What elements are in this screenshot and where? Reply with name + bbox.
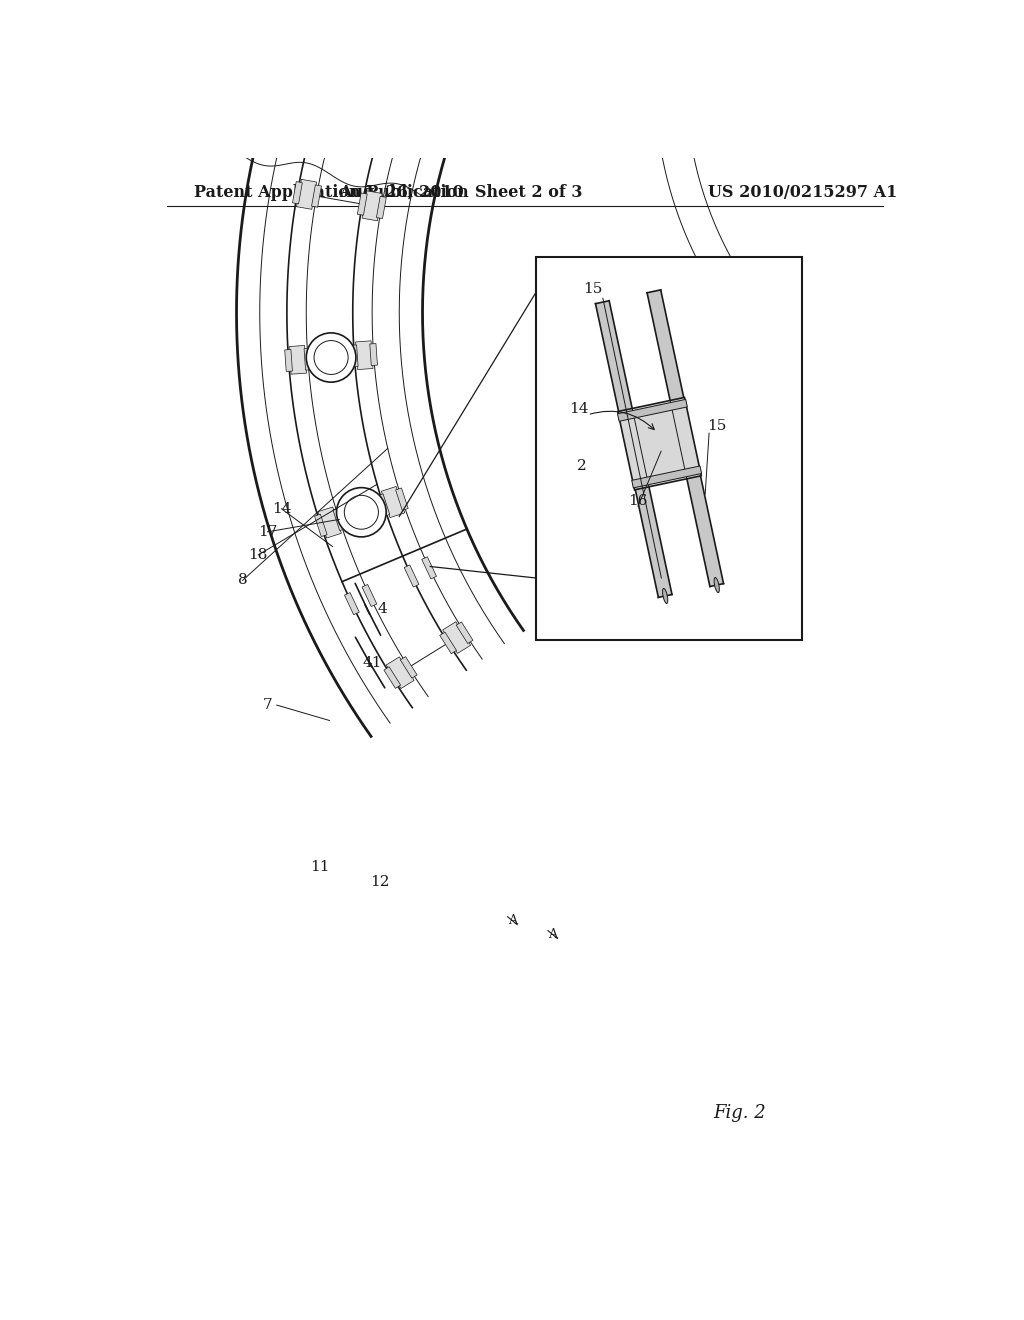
Ellipse shape [714,578,719,593]
Text: US 2010/0215297 A1: US 2010/0215297 A1 [708,183,897,201]
Polygon shape [377,197,386,219]
Ellipse shape [663,589,668,603]
Polygon shape [362,191,382,220]
Polygon shape [395,488,409,511]
Text: 7: 7 [263,698,272,711]
Text: Patent Application Publication: Patent Application Publication [194,183,469,201]
Text: Fig. 2: Fig. 2 [713,1105,766,1122]
Polygon shape [350,345,358,367]
Text: 14: 14 [271,502,291,516]
Text: 8: 8 [238,573,248,587]
Text: 15: 15 [584,282,603,296]
Polygon shape [297,180,316,210]
Polygon shape [285,350,293,371]
Polygon shape [381,487,404,517]
Text: 4: 4 [377,602,387,616]
Text: 16: 16 [628,494,648,508]
Text: 11: 11 [310,859,330,874]
Polygon shape [400,656,417,678]
Polygon shape [442,622,471,653]
Circle shape [306,333,356,383]
Polygon shape [340,21,354,44]
Polygon shape [617,400,687,421]
Polygon shape [456,622,473,643]
Polygon shape [357,193,368,215]
Polygon shape [357,29,372,51]
Polygon shape [596,301,672,598]
Text: 41: 41 [362,656,382,669]
Text: 15: 15 [708,420,727,433]
Polygon shape [632,466,701,488]
Text: 2: 2 [577,459,587,474]
Polygon shape [404,565,419,587]
Circle shape [337,487,386,537]
Text: 18: 18 [249,548,268,562]
Polygon shape [311,185,322,207]
Text: 12: 12 [370,875,389,890]
Text: 14: 14 [569,401,589,416]
Polygon shape [293,182,302,203]
Polygon shape [647,290,724,586]
Polygon shape [537,257,802,640]
Polygon shape [370,343,378,366]
Polygon shape [289,346,306,374]
Polygon shape [386,657,414,689]
Polygon shape [377,494,390,516]
Polygon shape [304,348,311,370]
Polygon shape [333,508,345,531]
Polygon shape [314,515,327,536]
Polygon shape [439,632,457,653]
Text: A: A [508,915,517,927]
Polygon shape [318,507,341,539]
Polygon shape [355,341,373,370]
Polygon shape [343,20,368,51]
Text: 17: 17 [258,525,278,539]
Polygon shape [403,48,429,79]
Polygon shape [384,667,400,688]
Polygon shape [418,55,432,78]
Polygon shape [617,397,701,490]
Polygon shape [399,48,415,70]
Text: Aug. 26, 2010  Sheet 2 of 3: Aug. 26, 2010 Sheet 2 of 3 [340,183,583,201]
Polygon shape [422,557,436,579]
Polygon shape [362,585,377,607]
Text: A: A [548,928,557,941]
Polygon shape [344,593,359,615]
